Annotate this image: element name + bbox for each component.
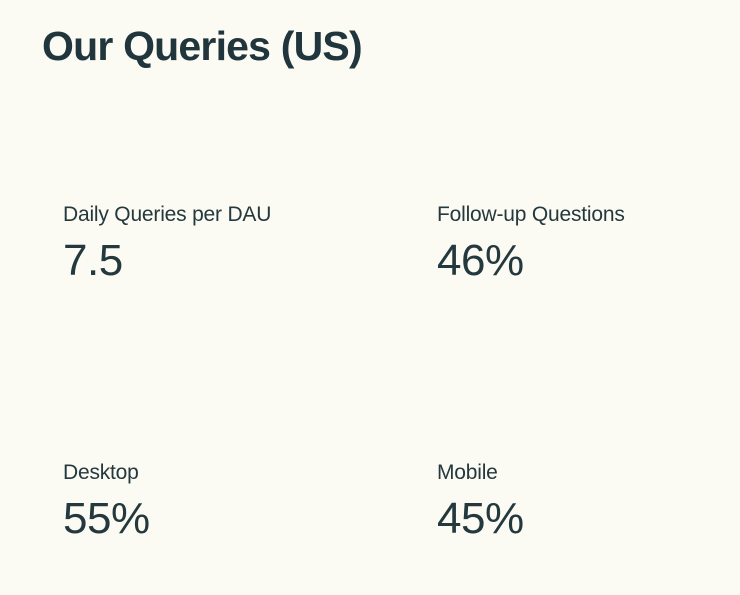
stat-value: 46% [437,236,524,285]
stat-value: 55% [63,494,150,543]
stat-value: 45% [437,494,524,543]
stats-grid: Daily Queries per DAU 7.5 Follow-up Ques… [63,201,740,545]
stat-mobile: Mobile 45% [437,459,740,545]
stat-label: Mobile [437,461,498,484]
stat-value: 7.5 [63,236,123,285]
stat-follow-up-questions: Follow-up Questions 46% [437,201,740,287]
stat-desktop: Desktop 55% [63,459,437,545]
stat-label: Follow-up Questions [437,203,625,226]
stat-label: Daily Queries per DAU [63,203,272,226]
stat-label: Desktop [63,461,139,484]
page-title: Our Queries (US) [42,23,363,69]
stat-daily-queries-per-dau: Daily Queries per DAU 7.5 [63,201,437,287]
